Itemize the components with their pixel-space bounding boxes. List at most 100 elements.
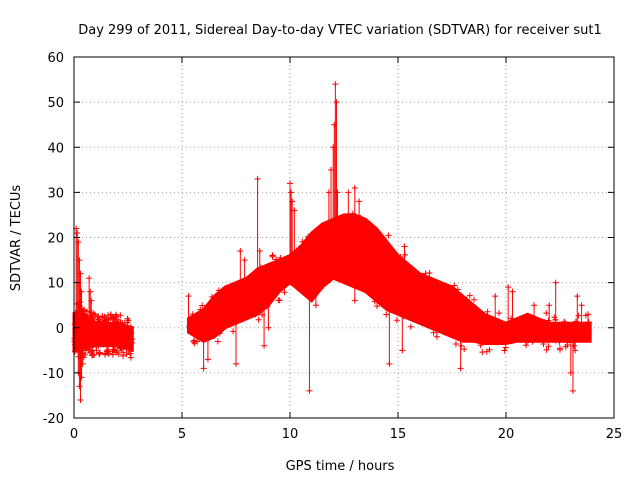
outlier-point	[189, 311, 196, 318]
outlier-point	[77, 396, 84, 403]
data-point	[459, 299, 466, 306]
data-point	[556, 345, 563, 352]
data-point	[264, 291, 271, 298]
data-point	[475, 329, 482, 336]
data-point	[545, 317, 552, 324]
outlier-point	[78, 288, 85, 295]
data-point	[568, 332, 575, 339]
data-point	[545, 343, 552, 350]
data-point	[91, 337, 98, 344]
data-point	[454, 310, 461, 317]
data-point	[88, 348, 95, 355]
data-point	[537, 318, 544, 325]
y-tick-label: 60	[47, 51, 64, 66]
data-point	[527, 325, 534, 332]
outlier-point	[546, 302, 553, 309]
data-point	[575, 321, 582, 328]
data-point	[461, 346, 468, 353]
data-point	[212, 293, 219, 300]
data-point	[450, 290, 457, 297]
data-point	[323, 259, 330, 266]
data-point	[470, 296, 477, 303]
data-point	[430, 329, 437, 336]
data-point	[585, 319, 592, 326]
data-point	[118, 330, 125, 337]
data-point	[104, 319, 111, 326]
data-point	[230, 283, 237, 290]
x-tick-label: 20	[498, 427, 515, 442]
data-point	[281, 289, 288, 296]
data-point	[389, 249, 396, 256]
data-point	[264, 303, 271, 310]
data-point	[400, 280, 407, 287]
data-point	[508, 315, 515, 322]
outlier-point	[578, 302, 585, 309]
data-point	[295, 265, 302, 272]
data-point	[463, 296, 470, 303]
y-tick-label: 20	[47, 232, 64, 247]
outlier-point	[351, 297, 358, 304]
data-point	[227, 292, 234, 299]
data-point	[499, 336, 506, 343]
data-point	[385, 232, 392, 239]
outlier-point	[288, 189, 295, 196]
data-point	[296, 245, 303, 252]
data-point	[570, 342, 577, 349]
data-point	[240, 286, 247, 293]
data-point	[354, 271, 361, 278]
data-point	[342, 275, 349, 282]
data-point	[561, 319, 568, 326]
data-point	[257, 307, 264, 314]
data-point	[428, 305, 435, 312]
data-point	[350, 275, 357, 282]
y-tick-label: 40	[47, 141, 64, 156]
data-point	[502, 332, 509, 339]
data-points	[71, 81, 592, 403]
data-point	[381, 292, 388, 299]
data-point	[434, 297, 441, 304]
data-point	[480, 321, 487, 328]
data-point	[470, 334, 477, 341]
data-point	[404, 307, 411, 314]
data-point	[268, 274, 275, 281]
data-point	[505, 333, 512, 340]
data-point	[306, 291, 313, 298]
outlier-point	[276, 279, 283, 286]
outlier-point	[289, 198, 296, 205]
data-point	[102, 351, 109, 358]
outlier-point	[233, 360, 239, 367]
data-point	[418, 301, 425, 308]
data-point	[257, 264, 264, 271]
outlier-point	[505, 284, 512, 291]
outlier-point	[74, 229, 81, 236]
data-point	[232, 298, 239, 305]
data-point	[394, 288, 401, 295]
data-point	[254, 277, 261, 284]
data-point	[127, 354, 134, 361]
outlier-point	[291, 207, 298, 214]
data-point	[98, 325, 105, 332]
outlier-point	[75, 239, 82, 246]
data-point	[423, 294, 430, 301]
data-point	[195, 318, 202, 325]
data-point	[235, 283, 242, 290]
outlier-point	[386, 360, 393, 367]
data-point	[96, 350, 103, 357]
data-point	[419, 305, 426, 312]
data-point	[452, 340, 459, 347]
outlier-point	[77, 270, 84, 277]
data-point	[254, 276, 261, 283]
data-point	[263, 273, 270, 280]
outlier-point	[449, 311, 455, 318]
data-point	[544, 335, 551, 342]
outlier-point	[76, 383, 83, 390]
data-point	[104, 347, 111, 354]
data-point	[402, 251, 409, 258]
data-point	[484, 308, 491, 315]
outlier-point	[237, 248, 244, 255]
data-point	[314, 228, 321, 235]
data-point	[112, 332, 119, 339]
data-point	[413, 278, 420, 285]
data-point	[540, 340, 547, 347]
data-point	[111, 314, 118, 321]
